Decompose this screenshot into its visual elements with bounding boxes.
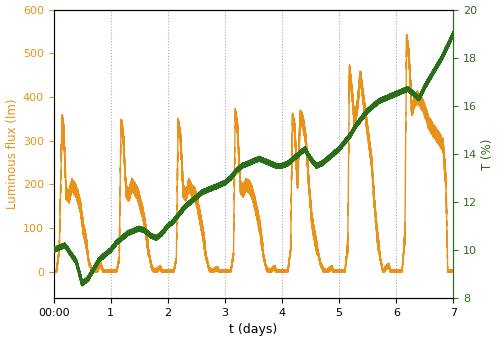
Y-axis label: T (%): T (%) xyxy=(482,138,494,170)
Y-axis label: Luminous flux (lm): Luminous flux (lm) xyxy=(6,98,18,209)
X-axis label: t (days): t (days) xyxy=(230,324,278,337)
